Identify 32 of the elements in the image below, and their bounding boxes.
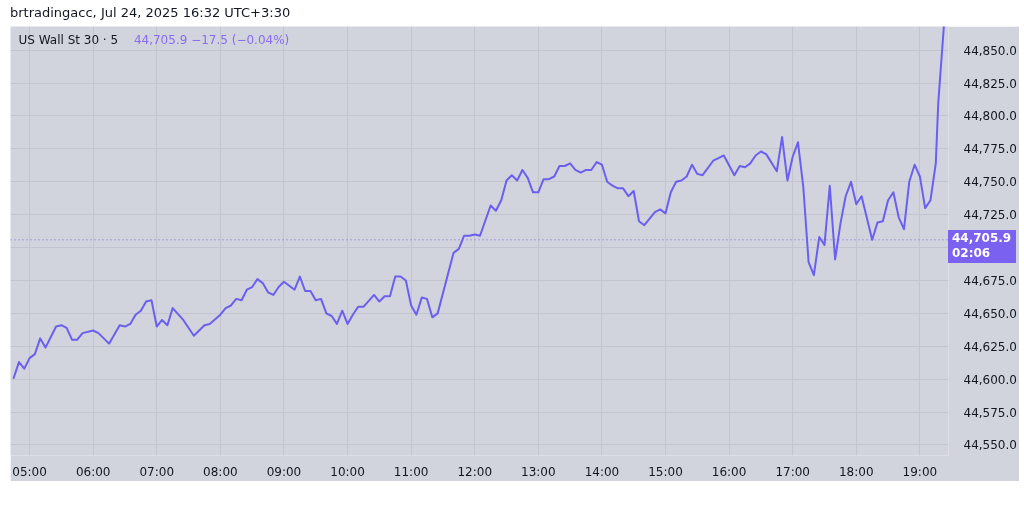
- x-tick-label: 19:00: [902, 464, 938, 479]
- x-tick-label: 05:00: [12, 464, 47, 479]
- y-tick-label: 44,650.0: [963, 306, 1017, 321]
- text: 44,705.9 −17.5 (−0.04%): [133, 32, 290, 47]
- x-tick-label: 06:00: [75, 464, 111, 479]
- y-tick-label: 44,725.0: [963, 208, 1017, 223]
- x-tick-label: 07:00: [139, 464, 175, 479]
- text: US Wall St 30 · 5: [18, 32, 119, 47]
- y-tick-label: 44,775.0: [963, 142, 1017, 157]
- x-tick-label: 17:00: [775, 464, 810, 479]
- y-tick-label: 44,625.0: [963, 339, 1017, 354]
- x-tick-label: 15:00: [648, 464, 683, 479]
- text: brtradingacc, Jul 24, 2025 16:32 UTC+3:30: [10, 4, 291, 22]
- ref-line-label: 44,705.9 02:06: [952, 231, 1012, 261]
- x-tick-label: 12:00: [457, 464, 493, 479]
- y-tick-label: 44,825.0: [963, 76, 1017, 91]
- x-tick-label: 08:00: [203, 464, 238, 479]
- x-tick-label: 13:00: [521, 464, 556, 479]
- y-tick-label: 44,800.0: [963, 109, 1017, 124]
- y-tick-label: 44,850.0: [963, 43, 1017, 58]
- x-tick-label: 10:00: [330, 464, 365, 479]
- x-tick-label: 16:00: [711, 464, 747, 479]
- y-tick-label: 44,750.0: [963, 175, 1017, 190]
- x-tick-label: 14:00: [584, 464, 620, 479]
- y-tick-label: 44,675.0: [963, 273, 1017, 288]
- x-tick-label: 18:00: [839, 464, 874, 479]
- line-series: [12, 26, 945, 379]
- x-tick-label: 11:00: [393, 464, 429, 479]
- y-tick-label: 44,575.0: [963, 405, 1017, 420]
- y-tick-label: 44,550.0: [963, 438, 1017, 453]
- x-tick-label: 09:00: [266, 464, 302, 479]
- y-tick-label: 44,600.0: [963, 372, 1017, 387]
